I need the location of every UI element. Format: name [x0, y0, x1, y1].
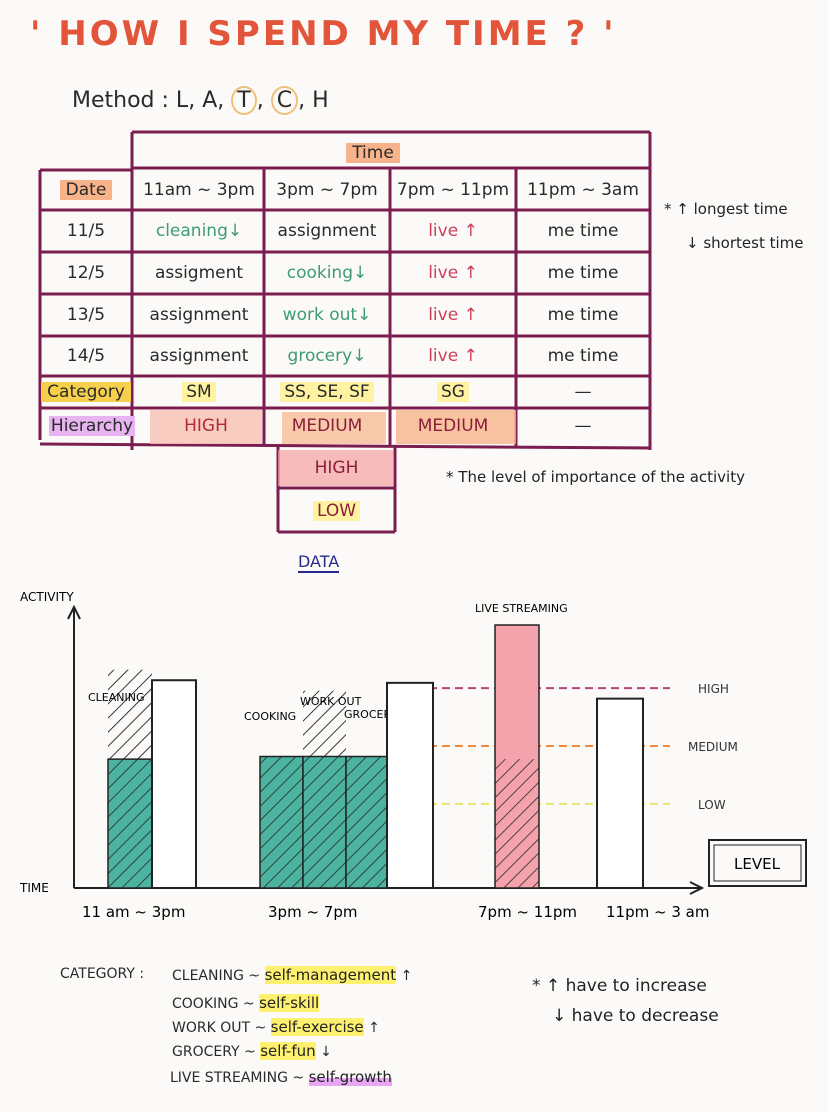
table-cell: grocery ↓	[287, 346, 367, 366]
row-date: 11/5	[66, 221, 106, 241]
table-cell: me time	[547, 305, 619, 325]
level-box-label: LEVEL	[734, 855, 781, 873]
table-cell: assignment	[149, 346, 249, 366]
bar-label: WORK OUT	[300, 695, 362, 708]
column-header-4: 11pm ~ 3am	[527, 180, 639, 200]
schedule-table-frame	[38, 130, 652, 534]
column-header-2: 3pm ~ 7pm	[276, 180, 378, 200]
method-letter-a: A	[202, 88, 218, 113]
row-date: 14/5	[66, 346, 106, 366]
column-header-1: 11am ~ 3pm	[143, 180, 255, 200]
legend-down: ↓ shortest time	[686, 234, 804, 252]
table-footnote: * The level of importance of the activit…	[446, 468, 745, 486]
bar-hatch	[495, 759, 539, 888]
level-label-low: LOW	[698, 798, 726, 812]
hierarchy-cell: HIGH	[184, 416, 228, 436]
category-key-item: GROCERY ~ self-fun ↓	[172, 1042, 332, 1060]
bar-hatch	[108, 759, 152, 888]
category-cell: —	[574, 382, 592, 402]
table-cell: me time	[547, 221, 619, 241]
bar-hatch	[260, 756, 303, 888]
date-header: Date	[42, 172, 130, 208]
table-cell: live ↑	[428, 305, 478, 325]
table-cell: assignment	[277, 221, 377, 241]
y-axis-label: ACTIVITY	[20, 590, 74, 604]
extra-level-high: HIGH	[314, 458, 359, 478]
x-axis-arrow	[689, 881, 705, 895]
level-label-high: HIGH	[698, 682, 729, 696]
x-axis-label: TIME	[19, 881, 49, 895]
category-key-item: WORK OUT ~ self-exercise ↑	[172, 1018, 380, 1036]
bar-hatch	[303, 690, 346, 757]
bar-label: LIVE STREAMING	[475, 602, 568, 615]
legend-up: * ↑ longest time	[664, 200, 788, 218]
hierarchy-cell: MEDIUM	[291, 416, 363, 436]
note-increase: * ↑ have to increase	[532, 976, 707, 996]
bar-label: GROCERY	[344, 708, 397, 721]
bar-label: COOKING	[244, 710, 296, 723]
row-date: 12/5	[66, 263, 106, 283]
level-label-medium: MEDIUM	[688, 740, 738, 754]
hierarchy-cell: —	[574, 416, 592, 436]
extra-level-low: LOW	[278, 492, 395, 530]
table-cell: cooking ↓	[286, 263, 368, 283]
bar-label: CLEANING	[88, 691, 145, 704]
activity-chart: ACTIVITY TIME HIGH MEDIUM LOW CLEANING COOK…	[19, 590, 807, 921]
y-axis-arrow	[67, 604, 81, 620]
category-cell: SM	[134, 378, 264, 406]
method-letter-c: C	[270, 86, 299, 115]
column-header-3: 7pm ~ 11pm	[396, 180, 510, 200]
bar-outline	[596, 697, 644, 889]
category-key-item: COOKING ~ self-skill	[172, 994, 320, 1012]
bar-outline	[151, 679, 197, 890]
x-tick-label: 7pm ~ 11pm	[478, 903, 577, 921]
category-cell: SS, SE, SF	[264, 378, 390, 406]
table-cell: assigment	[154, 263, 244, 283]
bar-hatch	[108, 669, 152, 760]
time-header: Time	[332, 140, 414, 166]
x-tick-label: 11 am ~ 3pm	[82, 903, 185, 921]
hierarchy-label: Hierarchy	[48, 416, 136, 436]
category-key-label: CATEGORY :	[60, 966, 145, 982]
table-cell: cleaning ↓	[155, 221, 243, 241]
row-date: 13/5	[66, 305, 106, 325]
bar-hatch	[303, 756, 346, 888]
page-title: ' HOW I SPEND MY TIME ? '	[30, 14, 617, 54]
method-letter-t: T	[231, 86, 257, 115]
method-label: Method :	[72, 88, 169, 113]
bar-hatch	[346, 756, 388, 888]
x-tick-label: 3pm ~ 7pm	[268, 903, 357, 921]
table-cell: live ↑	[428, 263, 478, 283]
category-key-item: LIVE STREAMING ~ self-growth	[170, 1068, 392, 1086]
method-letter-h: H	[312, 88, 329, 113]
data-label: DATA	[298, 552, 340, 573]
method-line: Method : L, A, T, C, H	[72, 86, 329, 115]
table-cell: assignment	[149, 305, 249, 325]
x-tick-label: 11pm ~ 3 am	[606, 903, 709, 921]
note-decrease: ↓ have to decrease	[552, 1006, 719, 1026]
category-label: Category	[41, 378, 131, 406]
bar-outline	[386, 681, 434, 889]
method-letter-l: L	[175, 88, 189, 113]
table-cell: work out ↓	[282, 305, 372, 325]
hierarchy-cell: MEDIUM	[417, 416, 489, 436]
table-cell: live ↑	[428, 346, 478, 366]
level-box	[708, 839, 807, 887]
table-cell: me time	[547, 346, 619, 366]
table-cell: live ↑	[428, 221, 478, 241]
category-key-item: CLEANING ~ self-management ↑	[172, 966, 413, 984]
table-cell: me time	[547, 263, 619, 283]
category-cell: SG	[390, 378, 516, 406]
